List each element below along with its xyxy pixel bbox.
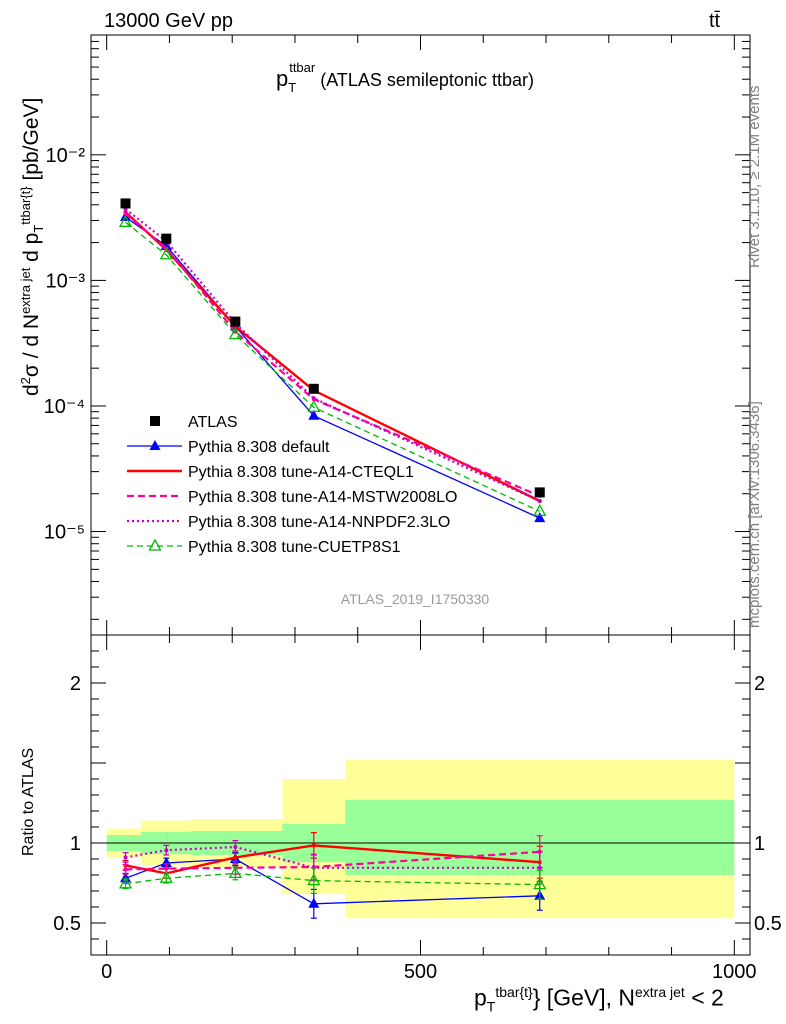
point-pythia-8-308-tune-cuetp8s1	[228, 327, 242, 340]
ratio-y-axis-label: Ratio to ATLAS	[20, 747, 37, 856]
point-atlas	[161, 233, 172, 244]
point-pythia-8-308-tune-a14-nnpdf2-3lo	[537, 499, 542, 504]
ratio-point-pythia-8-308-tune-a14-nnpdf2-3lo	[164, 848, 169, 853]
ratio-panel: 0.5 0.5 1 1 2 2 0 500 1000	[53, 634, 782, 983]
point-pythia-8-308-default	[534, 512, 546, 523]
mcplots-label: mcplots.cern.ch [arXiv:1306.3436]	[746, 401, 763, 628]
legend-marker	[148, 538, 162, 551]
ratio-y-tick-label-right: 1	[754, 833, 765, 855]
ratio-point-pythia-8-308-tune-cuetp8s1	[118, 876, 133, 889]
legend: ATLAS Pythia 8.308 default Pythia 8.308 tu…	[127, 414, 457, 556]
point-atlas	[534, 487, 545, 498]
x-tick-label: 500	[404, 961, 437, 983]
legend-marker-atlas	[150, 416, 160, 426]
ratio-point-pythia-8-308-tune-a14-cteql1	[311, 843, 316, 848]
ratio-point-pythia-8-308-tune-a14-nnpdf2-3lo	[233, 845, 238, 849]
ratio-point-pythia-8-308-tune-cuetp8s1	[307, 873, 321, 886]
ratio-line-pythia-8-308-tune-a14-mstw2008lo	[125, 850, 540, 871]
legend-label-pythia-8-308-default: Pythia 8.308 default	[188, 439, 330, 456]
ratio-y-tick-label: 0.5	[53, 913, 81, 935]
ratio-y-tick-label: 2	[70, 673, 81, 695]
ratio-point-pythia-8-308-default	[308, 897, 320, 908]
ratio-point-pythia-8-308-tune-a14-cteql1	[233, 855, 238, 860]
point-pythia-8-308-default	[308, 409, 320, 420]
rivet-version-label: Rivet 3.1.10, ≥ 2.1M events	[746, 85, 763, 269]
ratio-point-pythia-8-308-tune-a14-nnpdf2-3lo	[123, 855, 128, 860]
y-tick-label: 10⁻⁵	[44, 522, 85, 544]
point-atlas	[230, 316, 241, 327]
y-tick-label: 10⁻⁴	[44, 396, 85, 418]
energy-label: 13000 GeV pp	[104, 10, 233, 32]
legend-label-pythia-8-308-tune-a14-nnpdf2-3lo: Pythia 8.308 tune-A14-NNPDF2.3LO	[188, 514, 450, 531]
ratio-y-tick-label-right: 2	[754, 673, 765, 695]
legend-label-pythia-8-308-tune-a14-cteql1: Pythia 8.308 tune-A14-CTEQL1	[188, 464, 414, 481]
x-axis-label: pTtbar{t}} [GeV], Nextra jet < 2	[474, 984, 724, 1015]
main-y-axis-label: d2σ / d Nextra jet d pTttbar{t} [pb/GeV]	[18, 97, 47, 396]
point-pythia-8-308-tune-a14-mstw2008lo	[123, 211, 128, 216]
ratio-point-pythia-8-308-tune-cuetp8s1	[228, 866, 242, 879]
x-tick-label: 0	[101, 961, 112, 983]
analysis-watermark: ATLAS_2019_I1750330	[341, 591, 490, 607]
point-pythia-8-308-tune-cuetp8s1	[533, 503, 547, 516]
line-pythia-8-308-tune-cuetp8s1	[125, 221, 540, 512]
y-tick-label: 10⁻²	[46, 145, 86, 167]
process-label: tt̄	[709, 10, 721, 32]
y-tick-label: 10⁻³	[46, 270, 86, 292]
point-pythia-8-308-tune-a14-nnpdf2-3lo	[311, 396, 316, 401]
ratio-point-pythia-8-308-tune-cuetp8s1	[159, 870, 173, 883]
ratio-y-tick-label: 1	[70, 833, 81, 855]
point-pythia-8-308-tune-cuetp8s1	[159, 247, 173, 260]
main-panel: 10⁻⁵ 10⁻⁴ 10⁻³ 10⁻² pTttbar (ATLAS semilepto…	[44, 34, 751, 636]
point-pythia-8-308-tune-cuetp8s1	[118, 214, 133, 227]
point-atlas	[308, 383, 319, 394]
point-atlas	[120, 198, 131, 209]
ratio-y-tick-label-right: 0.5	[754, 913, 782, 935]
ratio-point-pythia-8-308-default	[160, 857, 172, 867]
ratio-point-pythia-8-308-tune-a14-nnpdf2-3lo	[537, 865, 542, 870]
plot-title: pTttbar (ATLAS semileptonic ttbar)	[276, 60, 534, 95]
legend-label-pythia-8-308-tune-a14-mstw2008lo: Pythia 8.308 tune-A14-MSTW2008LO	[188, 489, 457, 506]
ratio-point-pythia-8-308-tune-cuetp8s1	[533, 877, 547, 890]
line-pythia-8-308-tune-a14-nnpdf2-3lo	[124, 208, 541, 503]
legend-marker	[149, 440, 161, 450]
point-pythia-8-308-tune-cuetp8s1	[307, 400, 321, 412]
legend-label-pythia-8-308-tune-cuetp8s1: Pythia 8.308 tune-CUETP8S1	[188, 539, 401, 556]
legend-label-atlas: ATLAS	[188, 414, 238, 431]
ratio-point-pythia-8-308-tune-a14-mstw2008lo	[123, 867, 128, 872]
line-pythia-8-308-tune-a14-cteql1	[124, 211, 541, 503]
x-tick-label: 1000	[712, 961, 757, 983]
ratio-point-pythia-8-308-tune-a14-mstw2008lo	[164, 866, 169, 871]
